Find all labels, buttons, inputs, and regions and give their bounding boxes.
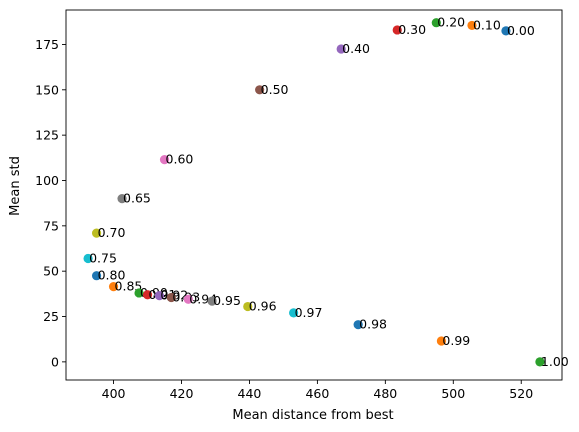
point-label: 0.96 [249,299,277,314]
y-tick-label: 75 [43,218,59,233]
x-tick-label: 440 [238,386,262,401]
y-tick-label: 100 [35,173,59,188]
data-point [159,155,170,165]
data-point [501,26,511,36]
point-label: 0.85 [115,279,143,294]
data-point [83,253,93,264]
data-point [91,271,102,281]
point-label: 0.70 [98,225,126,240]
plot-area: 0.00 0.10 0.20 0.30 0.40 0.50 0.60 0.65 0.70 0.75… [35,9,569,401]
y-tick-label: 50 [43,264,59,279]
data-point [243,301,253,312]
x-tick-label: 520 [509,386,533,401]
x-tick-label: 480 [373,386,397,401]
data-point [392,25,402,35]
x-axis-label: Mean distance from best [232,408,393,423]
point-label: 0.30 [398,22,426,37]
axes-frame [65,9,563,381]
point-label: 0.10 [473,17,501,32]
data-point [142,290,153,300]
point-label: 0.60 [166,152,194,167]
x-tick-label: 420 [170,386,194,401]
data-point [336,44,346,54]
x-tick-label: 400 [102,386,126,401]
y-tick-label: 125 [35,128,59,143]
data-point [207,296,217,306]
point-label: 0.80 [98,268,126,283]
y-axis-label: Mean std [8,156,23,216]
y-tick-label: 150 [35,82,59,97]
data-point [117,194,127,204]
point-label: 0.40 [342,41,370,56]
data-point [166,292,176,303]
point-label: 0.65 [123,191,151,206]
y-tick-label: 175 [35,37,59,52]
data-point [535,357,545,367]
data-point [91,228,102,238]
point-label: 0.50 [261,82,289,97]
data-point [353,320,363,330]
point-label: 0.97 [295,305,323,320]
data-point [154,291,165,301]
data-point [134,288,144,298]
y-tick-label: 25 [43,309,59,324]
x-tick-label: 500 [441,386,465,401]
x-tick-label: 460 [305,386,329,401]
point-label: 0.00 [507,23,535,38]
data-point [108,281,119,292]
point-label: 0.98 [359,317,387,332]
point-label: 0.99 [442,333,470,348]
data-point [436,336,446,346]
data-point [289,308,299,318]
point-label: 0.95 [213,293,241,308]
y-tick-label: 0 [51,354,59,369]
point-label: 0.20 [437,15,465,30]
data-point [467,20,477,31]
data-point [431,18,441,28]
data-point [183,294,193,304]
data-point [255,85,265,95]
point-label: 0.75 [89,250,117,265]
point-label: 1.00 [541,354,569,369]
